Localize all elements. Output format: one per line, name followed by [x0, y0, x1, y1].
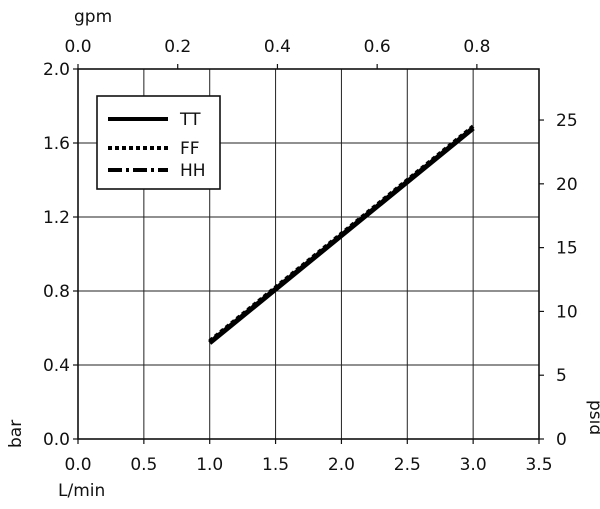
y2-tick-label: 25 — [556, 111, 578, 131]
tick-labels: 0.0 0.5 1.0 1.5 2.0 2.5 3.0 3.5 0.0 0.4 0.8 1.2 1.6 2… — [43, 37, 578, 475]
y-tick-label: 0.0 — [43, 430, 70, 450]
legend-label-ff: FF — [180, 139, 200, 159]
series-line-hh — [208, 126, 475, 345]
x-tick-label: 3.0 — [460, 455, 487, 475]
x2-tick-label: 0.0 — [64, 37, 91, 57]
x-tick-label: 0.5 — [130, 455, 157, 475]
y-axis-label: bar — [6, 420, 26, 448]
x2-tick-label: 0.6 — [364, 37, 391, 57]
legend-box — [96, 95, 221, 190]
x2-tick-label: 0.4 — [264, 37, 291, 57]
x2-axis-label: gpm — [74, 7, 112, 27]
y-tick-label: 2.0 — [43, 60, 70, 80]
x-tick-label: 3.5 — [525, 455, 552, 475]
x-tick-label: 2.5 — [394, 455, 421, 475]
x2-tick-label: 0.2 — [164, 37, 191, 57]
x-tick-label: 0.0 — [64, 455, 91, 475]
y-tick-label: 1.2 — [43, 208, 70, 228]
y2-tick-label: 0 — [556, 430, 567, 450]
x-axis-label: L/min — [58, 481, 105, 501]
y-tick-label: 0.4 — [43, 356, 70, 376]
plot-lines — [208, 124, 475, 345]
x2-tick-label: 0.8 — [463, 37, 490, 57]
y2-tick-label: 5 — [556, 366, 567, 386]
y2-axis-label: psid — [585, 400, 600, 435]
y2-tick-label: 20 — [556, 175, 578, 195]
legend-label-tt: TT — [179, 110, 201, 130]
y2-tick-label: 15 — [556, 239, 578, 259]
legend-label-hh: HH — [180, 161, 206, 181]
plot-frame — [77, 68, 540, 440]
y-tick-label: 0.8 — [43, 282, 70, 302]
x-tick-label: 2.0 — [328, 455, 355, 475]
y-tick-label: 1.6 — [43, 134, 70, 154]
x-tick-label: 1.5 — [262, 455, 289, 475]
y2-tick-label: 10 — [556, 302, 578, 322]
x-tick-label: 1.0 — [196, 455, 223, 475]
